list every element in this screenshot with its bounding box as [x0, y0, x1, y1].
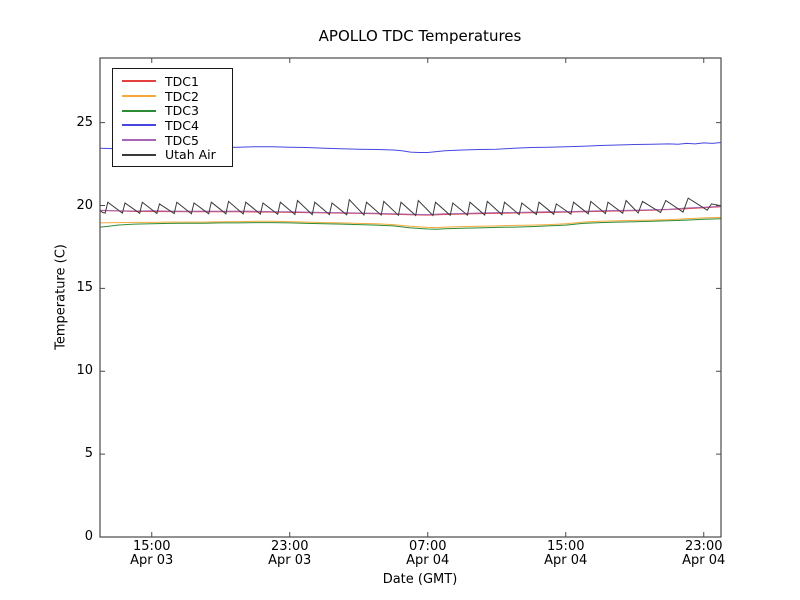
legend-swatch-icon: [122, 139, 156, 142]
legend-label: TDC1: [165, 73, 199, 89]
x-tick-label: 15:00 Apr 03: [112, 540, 192, 568]
legend-row: TDC4: [113, 118, 232, 133]
x-tick-time: 15:00: [133, 539, 171, 554]
series-line-tdc2: [99, 216, 722, 229]
x-axis-label: Date (GMT): [382, 572, 458, 587]
legend-swatch-icon: [122, 80, 156, 83]
x-tick-time: 23:00: [685, 539, 723, 554]
legend-label: TDC3: [165, 103, 199, 119]
x-tick-label: 23:00 Apr 04: [664, 540, 744, 568]
legend-row: TDC1: [113, 74, 232, 89]
x-tick-time: 23:00: [271, 539, 309, 554]
x-tick-time: 07:00: [409, 539, 447, 554]
x-tick-label: 07:00 Apr 04: [388, 540, 468, 568]
y-tick-label: 20: [76, 197, 93, 213]
legend-row: Utah Air: [113, 147, 232, 162]
series-line-utah-air: [99, 197, 722, 217]
x-tick-label: 23:00 Apr 03: [250, 540, 330, 568]
legend-swatch-icon: [122, 124, 156, 127]
legend: TDC1 TDC2 TDC3 TDC4 TDC5 Utah Air: [112, 68, 233, 168]
legend-row: TDC5: [113, 133, 232, 148]
x-tick-date: Apr 04: [406, 553, 450, 568]
x-tick-date: Apr 03: [268, 553, 312, 568]
legend-label: TDC5: [165, 132, 199, 148]
legend-swatch-icon: [122, 109, 156, 112]
y-tick-label: 0: [84, 529, 93, 544]
y-tick-label: 10: [76, 363, 93, 379]
series-line-tdc3: [99, 218, 722, 230]
y-tick-label: 15: [76, 280, 93, 296]
legend-label: TDC4: [165, 117, 199, 133]
legend-swatch-icon: [122, 153, 156, 156]
x-tick-date: Apr 04: [544, 553, 588, 568]
series-line-tdc5: [99, 205, 722, 216]
x-tick-label: 15:00 Apr 04: [526, 540, 606, 568]
axes-frame: [99, 57, 722, 538]
legend-label: Utah Air: [165, 147, 216, 163]
legend-label: TDC2: [165, 88, 199, 104]
x-tick-time: 15:00: [547, 539, 585, 554]
x-tick-date: Apr 03: [130, 553, 174, 568]
legend-row: TDC2: [113, 89, 232, 104]
legend-swatch-icon: [122, 95, 156, 98]
legend-row: TDC3: [113, 103, 232, 118]
y-tick-label: 25: [76, 114, 93, 130]
chart-title: APOLLO TDC Temperatures: [318, 27, 522, 45]
x-tick-date: Apr 04: [682, 553, 726, 568]
y-tick-label: 5: [84, 446, 93, 462]
